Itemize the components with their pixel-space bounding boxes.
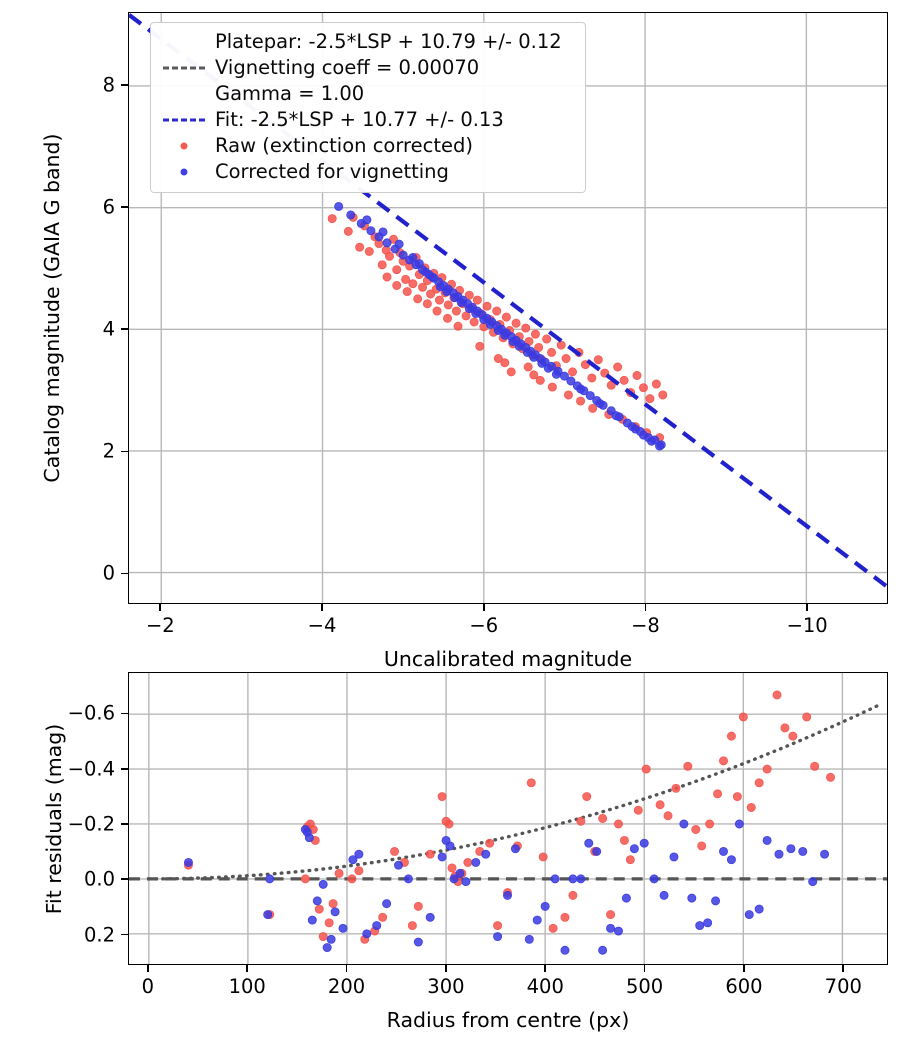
fit-residuals-y-axis-title: Fit residuals (mag) — [42, 723, 66, 914]
legend-entry-gamma: Gamma = 1.00 — [161, 81, 575, 107]
x-tick-mark — [806, 604, 809, 611]
y-tick-mark — [121, 206, 128, 209]
y-tick-label: 0.0 — [83, 867, 115, 891]
x-tick-mark — [321, 604, 323, 611]
y-tick-mark — [121, 767, 128, 770]
x-tick-label: 400 — [526, 975, 564, 998]
legend-label-corrected: Corrected for vignetting — [215, 160, 449, 184]
legend-entry-corrected: Corrected for vignetting — [161, 159, 575, 185]
x-tick-mark — [743, 965, 745, 972]
x-tick-mark — [842, 965, 845, 972]
y-tick-label: 0.2 — [83, 922, 115, 946]
y-tick-label: −0.4 — [67, 756, 115, 780]
legend-key-none-2 — [161, 81, 207, 107]
legend-key-dot-red — [161, 133, 207, 159]
x-tick-mark — [644, 604, 647, 611]
legend-entry-vignetting-coeff: Vignetting coeff = 0.00070 — [161, 55, 575, 81]
x-tick-label: −4 — [307, 614, 337, 637]
x-tick-mark — [544, 965, 547, 972]
x-tick-label: 600 — [725, 975, 763, 998]
x-tick-label: 500 — [625, 975, 664, 998]
x-tick-mark — [246, 965, 249, 972]
legend-key-dashed-gray — [161, 55, 207, 81]
x-tick-mark — [643, 965, 646, 972]
red-marker-icon — [180, 142, 188, 150]
y-tick-mark — [121, 572, 128, 575]
legend-label-platepar: Platepar: -2.5*LSP + 10.79 +/- 0.12 — [215, 30, 562, 54]
fit-residuals-x-axis-title: Radius from centre (px) — [386, 1008, 630, 1032]
x-tick-label: 100 — [228, 975, 266, 998]
x-tick-label: 700 — [824, 975, 862, 998]
y-tick-label: 8 — [102, 73, 115, 97]
legend: Platepar: -2.5*LSP + 10.79 +/- 0.12 Vign… — [150, 22, 586, 193]
dashed-gray-line-icon — [163, 66, 205, 70]
legend-entry-raw: Raw (extinction corrected) — [161, 133, 575, 159]
photometric-calibration-x-axis-title: Uncalibrated magnitude — [383, 647, 633, 671]
legend-label-vignetting-coeff: Vignetting coeff = 0.00070 — [215, 56, 480, 80]
legend-label-raw: Raw (extinction corrected) — [215, 134, 473, 158]
x-tick-mark — [345, 965, 348, 972]
y-tick-label: 4 — [102, 317, 115, 341]
dashed-blue-line-icon — [163, 118, 205, 122]
y-tick-label: 6 — [102, 195, 115, 219]
legend-key-dashed-blue — [161, 107, 207, 133]
legend-key-none — [161, 29, 207, 55]
y-tick-label: −0.6 — [67, 701, 115, 725]
photometric-calibration-y-axis-title: Catalog magnitude (GAIA G band) — [40, 133, 64, 483]
x-tick-label: 200 — [327, 975, 366, 998]
y-tick-label: 2 — [102, 439, 115, 463]
y-tick-mark — [121, 328, 128, 331]
y-tick-label: 0 — [102, 561, 115, 585]
legend-label-fit: Fit: -2.5*LSP + 10.77 +/- 0.13 — [215, 108, 504, 132]
x-tick-label: 0 — [141, 975, 155, 998]
x-tick-mark — [445, 965, 447, 972]
y-tick-mark — [121, 933, 128, 936]
legend-entry-fit: Fit: -2.5*LSP + 10.77 +/- 0.13 — [161, 107, 575, 133]
x-tick-label: −2 — [145, 614, 175, 637]
y-tick-mark — [121, 450, 128, 453]
x-tick-label: −10 — [786, 614, 828, 637]
legend-label-gamma: Gamma = 1.00 — [215, 82, 365, 106]
x-tick-mark — [482, 604, 485, 611]
legend-key-dot-blue — [161, 159, 207, 185]
x-tick-label: −8 — [631, 614, 660, 637]
x-tick-label: −6 — [469, 614, 499, 637]
y-tick-mark — [121, 878, 128, 881]
y-tick-mark — [121, 823, 128, 825]
blue-marker-icon — [180, 168, 188, 176]
y-tick-mark — [121, 712, 128, 715]
x-tick-mark — [159, 604, 162, 611]
x-tick-label: 300 — [427, 975, 465, 998]
y-tick-mark — [121, 84, 128, 87]
y-tick-label: −0.2 — [67, 812, 115, 836]
legend-entry-platepar: Platepar: -2.5*LSP + 10.79 +/- 0.12 — [161, 29, 575, 55]
x-tick-mark — [146, 965, 149, 972]
fit-residuals-plot — [128, 672, 888, 965]
fit-residuals-canvas — [129, 673, 887, 964]
